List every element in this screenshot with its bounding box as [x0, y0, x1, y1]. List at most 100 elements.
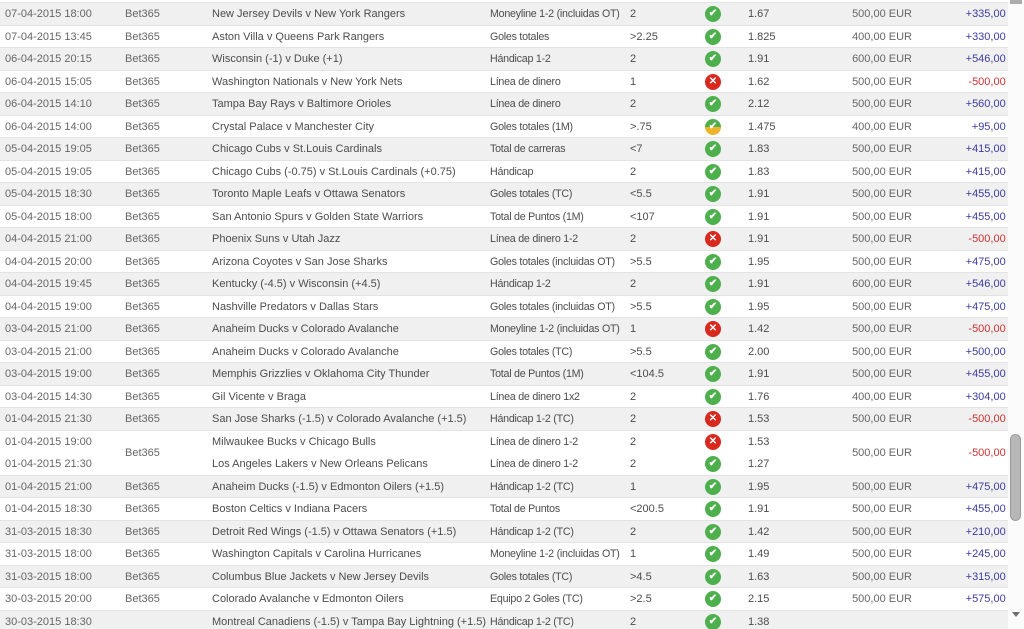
bet-odds: 1.95 [748, 480, 770, 493]
bet-row: 01-04-2015 18:30 Bet365 Boston Celtics v I… [0, 497, 1008, 520]
bet-row: 31-03-2015 18:00 Bet365 Washington Capital… [0, 542, 1008, 565]
bet-type: Goles totales (1M) [490, 120, 573, 133]
bet-line: <5.5 [630, 188, 652, 200]
bet-lost-icon: ✕ [705, 231, 721, 247]
bet-won-icon: ✔ [705, 208, 721, 225]
bet-row: 31-03-2015 18:30 Bet365 Detroit Red Wings … [0, 519, 1008, 542]
bet-date: 06-04-2015 14:10 [5, 98, 92, 110]
bet-row: 03-04-2015 21:00 Bet365 Anaheim Ducks v Co… [0, 317, 1008, 340]
bet-stake: 500,00 EUR [852, 525, 912, 538]
bet-type: Total de Puntos [490, 503, 560, 515]
bookmaker: Bet365 [125, 368, 160, 380]
bet-stake: 400,00 EUR [852, 120, 912, 133]
bet-line: >5.5 [630, 255, 652, 268]
bet-type: Línea de dinero 1-2 [490, 435, 578, 448]
scrollbar-down-arrow-icon[interactable] [1012, 612, 1020, 617]
bet-date: 01-04-2015 21:30 [5, 458, 92, 470]
bet-line: 2 [630, 458, 637, 470]
bookmaker: Bet365 [125, 210, 160, 223]
bet-line: <104.5 [630, 368, 664, 380]
bet-profit: +475,00 EUR [965, 480, 1008, 493]
bet-profit: -500,00 EUR [968, 413, 1008, 425]
bet-row-combo: 30-03-2015 18:30 Montreal Canadiens (-1.5… [0, 609, 1008, 629]
bet-row: 01-04-2015 21:00 Bet365 Anaheim Ducks (-1.… [0, 474, 1008, 497]
bet-odds: 1.83 [748, 165, 770, 178]
bet-profit: +575,00 EUR [965, 593, 1008, 605]
bet-won-icon: ✔ [705, 343, 721, 360]
bet-date: 03-04-2015 19:00 [5, 368, 92, 380]
bet-half-won-icon: ✔ [705, 118, 721, 135]
event-name: Chicago Cubs (-0.75) v St.Louis Cardinal… [212, 165, 456, 178]
bet-date: 04-04-2015 20:00 [5, 255, 92, 268]
event-name: Memphis Grizzlies v Oklahoma City Thunde… [212, 368, 430, 380]
event-name: Washington Nationals v New York Nets [212, 75, 403, 88]
bet-type: Total de Puntos (1M) [490, 368, 584, 380]
bet-profit: +455,00 EUR [965, 368, 1008, 380]
bookmaker: Bet365 [125, 300, 160, 313]
bet-odds: 1.76 [748, 390, 770, 403]
bet-won-icon: ✔ [705, 501, 721, 517]
bet-odds: 1.95 [748, 300, 770, 313]
bet-type: Goles totales (TC) [490, 345, 573, 358]
bet-won-icon: ✔ [705, 96, 721, 112]
bookmaker: Bet365 [125, 503, 160, 515]
bet-stake: 500,00 EUR [852, 98, 912, 110]
bet-type: Hándicap 1-2 (TC) [490, 413, 574, 425]
bet-profit: -500,00 EUR [968, 75, 1008, 88]
bet-stake: 600,00 EUR [852, 53, 912, 65]
scrollbar-up-button[interactable] [1010, 0, 1022, 4]
bet-date: 05-04-2015 18:00 [5, 210, 92, 223]
bet-stake: 500,00 EUR [852, 345, 912, 358]
bet-date: 03-04-2015 21:00 [5, 345, 92, 358]
bet-stake: 500,00 EUR [852, 480, 912, 493]
bet-stake: 500,00 EUR [852, 570, 912, 583]
bet-lost-icon: ✕ [705, 73, 721, 90]
bet-stake: 500,00 EUR [852, 593, 912, 605]
bet-row: 31-03-2015 18:00 Bet365 Columbus Blue Jack… [0, 564, 1008, 587]
bet-line: >2.5 [630, 593, 652, 605]
bet-won-icon: ✔ [705, 456, 721, 472]
bet-won-icon: ✔ [705, 478, 721, 495]
bet-date: 31-03-2015 18:00 [5, 548, 92, 560]
bet-profit: +415,00 EUR [965, 143, 1008, 155]
bet-line: >5.5 [630, 345, 652, 358]
bet-line: >2.25 [630, 30, 658, 43]
bookmaker: Bet365 [125, 233, 160, 245]
bet-odds: 1.53 [748, 435, 770, 448]
bet-type: Hándicap 1-2 (TC) [490, 615, 574, 628]
event-name: New Jersey Devils v New York Rangers [212, 8, 406, 20]
bet-line: 2 [630, 233, 637, 245]
bet-type: Total de Puntos (1M) [490, 210, 584, 223]
bet-row: 06-04-2015 15:05 Bet365 Washington Nationa… [0, 69, 1008, 92]
bet-won-icon: ✔ [705, 388, 721, 405]
event-name: Phoenix Suns v Utah Jazz [212, 233, 341, 245]
bet-odds: 1.91 [748, 503, 770, 515]
event-name: San Jose Sharks (-1.5) v Colorado Avalan… [212, 413, 467, 425]
bet-lost-icon: ✕ [705, 433, 721, 450]
bet-profit: +315,00 EUR [965, 570, 1008, 583]
bookmaker: Bet365 [125, 525, 160, 538]
bet-odds: 1.38 [748, 615, 770, 628]
event-name: Wisconsin (-1) v Duke (+1) [212, 53, 343, 65]
bet-odds: 2.15 [748, 593, 770, 605]
event-name: Chicago Cubs v St.Louis Cardinals [212, 143, 382, 155]
bookmaker: Bet365 [125, 8, 160, 20]
event-name: Aston Villa v Queens Park Rangers [212, 30, 385, 43]
vertical-scrollbar[interactable] [1008, 0, 1024, 629]
bet-type: Hándicap 1-2 (TC) [490, 480, 574, 493]
bet-won-icon: ✔ [705, 546, 721, 562]
scrollbar-thumb[interactable] [1010, 434, 1021, 521]
bookmaker: Bet365 [125, 446, 160, 459]
bet-date: 30-03-2015 18:30 [5, 615, 92, 628]
bet-type: Total de carreras [490, 143, 566, 155]
event-name: Milwaukee Bucks v Chicago Bulls [212, 435, 376, 448]
bet-odds: 2.00 [748, 345, 770, 358]
bet-won-icon: ✔ [705, 141, 721, 157]
event-name: Colorado Avalanche v Edmonton Oilers [212, 593, 404, 605]
bet-profit: +95,00 EUR [971, 120, 1008, 133]
bookmaker: Bet365 [125, 345, 160, 358]
bet-odds: 1.91 [748, 53, 770, 65]
bet-stake: 500,00 EUR [852, 233, 912, 245]
event-name: Gil Vicente v Braga [212, 390, 306, 403]
bet-stake: 500,00 EUR [852, 446, 912, 459]
